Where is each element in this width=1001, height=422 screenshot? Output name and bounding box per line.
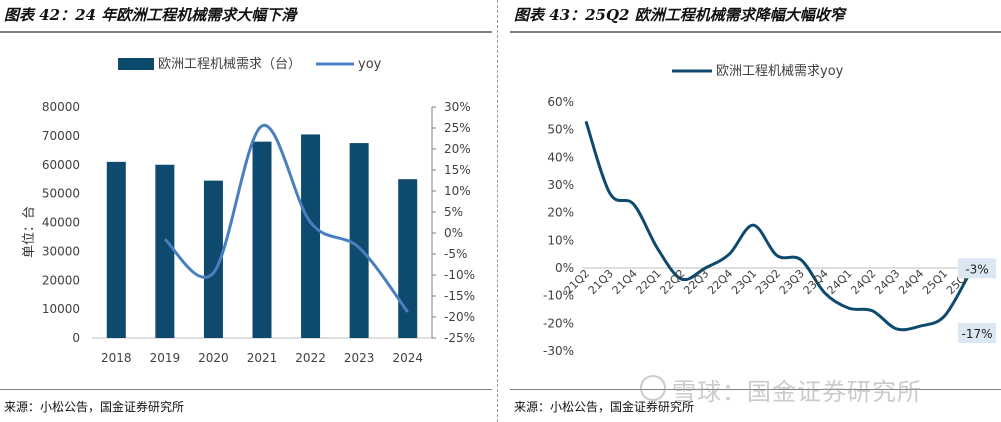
right-y-tick-label: 40%	[547, 150, 574, 164]
right-x-tick-label: 24Q1	[825, 267, 855, 297]
left-chart-title: 图表 42：24 年欧洲工程机械需求大幅下滑	[4, 6, 297, 24]
right-y-tick-label: 20%	[547, 206, 574, 220]
left-x-tick-label: 2021	[247, 351, 278, 365]
right-x-tick-label: 24Q4	[896, 267, 926, 297]
right-x-tick-label: 21Q4	[610, 267, 640, 297]
left-y2-tick-label: 5%	[444, 205, 463, 219]
right-x-tick-label: 22Q4	[705, 267, 735, 297]
right-x-tick-label: 25Q1	[920, 267, 950, 297]
panel-divider	[497, 0, 498, 422]
left-bar-2018	[106, 161, 126, 338]
left-legend-line-label: yoy	[358, 57, 382, 72]
left-x-tick-label: 2020	[198, 351, 229, 365]
left-legend-bar-swatch	[118, 58, 154, 70]
right-x-tick-label: 23Q1	[729, 267, 759, 297]
left-y-tick-label: 50000	[42, 187, 80, 201]
left-y-tick-label: 70000	[42, 129, 80, 143]
right-bottom-rule	[510, 389, 1001, 390]
left-chart: 0 10000 20000 30000 40000 50000 60000 70000 8000…	[22, 57, 475, 365]
right-yoy-line	[584, 120, 970, 332]
left-bar-2020	[203, 180, 223, 338]
left-bar-2019	[155, 164, 175, 338]
left-y2-tick-label: 25%	[444, 121, 471, 135]
right-legend-label: 欧洲工程机械需求yoy	[716, 64, 844, 79]
left-y2-tick-label: -5%	[444, 247, 467, 261]
left-x-tick-label: 2019	[150, 351, 181, 365]
left-y2-tick-label: 0%	[444, 226, 463, 240]
right-x-tick-label: 24Q2	[848, 267, 878, 297]
left-y-axis-label: 单位：台	[22, 206, 37, 258]
left-x-tick-label: 2022	[295, 351, 326, 365]
watermark-logo-icon	[640, 375, 666, 401]
left-source: 来源：小松公告，国金证券研究所	[4, 400, 185, 414]
left-bottom-rule	[0, 389, 492, 390]
left-y2-tick-label: 30%	[444, 100, 471, 114]
right-y-tick-label: 60%	[547, 95, 574, 109]
right-x-tick-label: 22Q2	[657, 267, 687, 297]
left-y-tick-label: 0	[72, 331, 80, 345]
left-y2-tick-label: -10%	[444, 268, 475, 282]
right-x-tick-label: 22Q3	[681, 267, 711, 297]
right-y-tick-label: -30%	[543, 344, 574, 358]
left-y-tick-label: 80000	[42, 100, 80, 114]
left-legend-bar-label: 欧洲工程机械需求（台）	[158, 57, 301, 72]
left-y-tick-label: 20000	[42, 273, 80, 287]
left-y2-tick-label: 20%	[444, 142, 471, 156]
left-bar-2022	[301, 134, 321, 338]
left-title-rule	[0, 31, 492, 33]
right-annotation-label: -3%	[965, 262, 988, 276]
right-x-tick-label: 23Q3	[777, 267, 807, 297]
right-y-tick-label: 30%	[547, 178, 574, 192]
left-bar-2023	[349, 143, 369, 338]
right-y-tick-label: -20%	[543, 316, 574, 330]
right-annotation-label: -17%	[961, 327, 992, 341]
right-chart: -30%-20%-10%0%10%20%30%40%50%60% 21Q221Q…	[543, 64, 996, 358]
right-y-tick-label: 10%	[547, 233, 574, 247]
right-annotation-box	[958, 258, 996, 279]
left-y2-tick-label: -25%	[444, 331, 475, 345]
left-y2-tick-label: 10%	[444, 184, 471, 198]
watermark: 雪球：国金证券研究所	[672, 378, 922, 406]
right-source: 来源：小松公告，国金证券研究所	[514, 400, 695, 414]
left-y-tick-label: 60000	[42, 158, 80, 172]
left-bar-2021	[252, 141, 272, 338]
left-x-tick-label: 2018	[101, 351, 132, 365]
right-y-tick-label: -10%	[543, 289, 574, 303]
right-x-tick-label: 21Q3	[586, 267, 616, 297]
right-title-rule	[510, 31, 1001, 33]
right-y-tick-label: 50%	[547, 123, 574, 137]
left-x-tick-label: 2023	[344, 351, 375, 365]
right-chart-title: 图表 43：25Q2 欧洲工程机械需求降幅大幅收窄	[514, 6, 845, 24]
left-yoy-line	[163, 124, 409, 313]
left-y2-tick-label: -15%	[444, 289, 475, 303]
left-bar-2024	[398, 179, 418, 338]
left-y-tick-label: 10000	[42, 302, 80, 316]
left-x-tick-label: 2024	[392, 351, 423, 365]
right-x-tick-label: 23Q2	[753, 267, 783, 297]
left-y-tick-label: 40000	[42, 216, 80, 230]
right-x-tick-label: 22Q1	[634, 267, 664, 297]
right-x-tick-label: 24Q3	[872, 267, 902, 297]
right-annotation-box	[958, 323, 996, 344]
right-y-tick-label: 0%	[555, 261, 574, 275]
left-y-tick-label: 30000	[42, 244, 80, 258]
left-y2-tick-label: -20%	[444, 310, 475, 324]
left-y2-tick-label: 15%	[444, 163, 471, 177]
